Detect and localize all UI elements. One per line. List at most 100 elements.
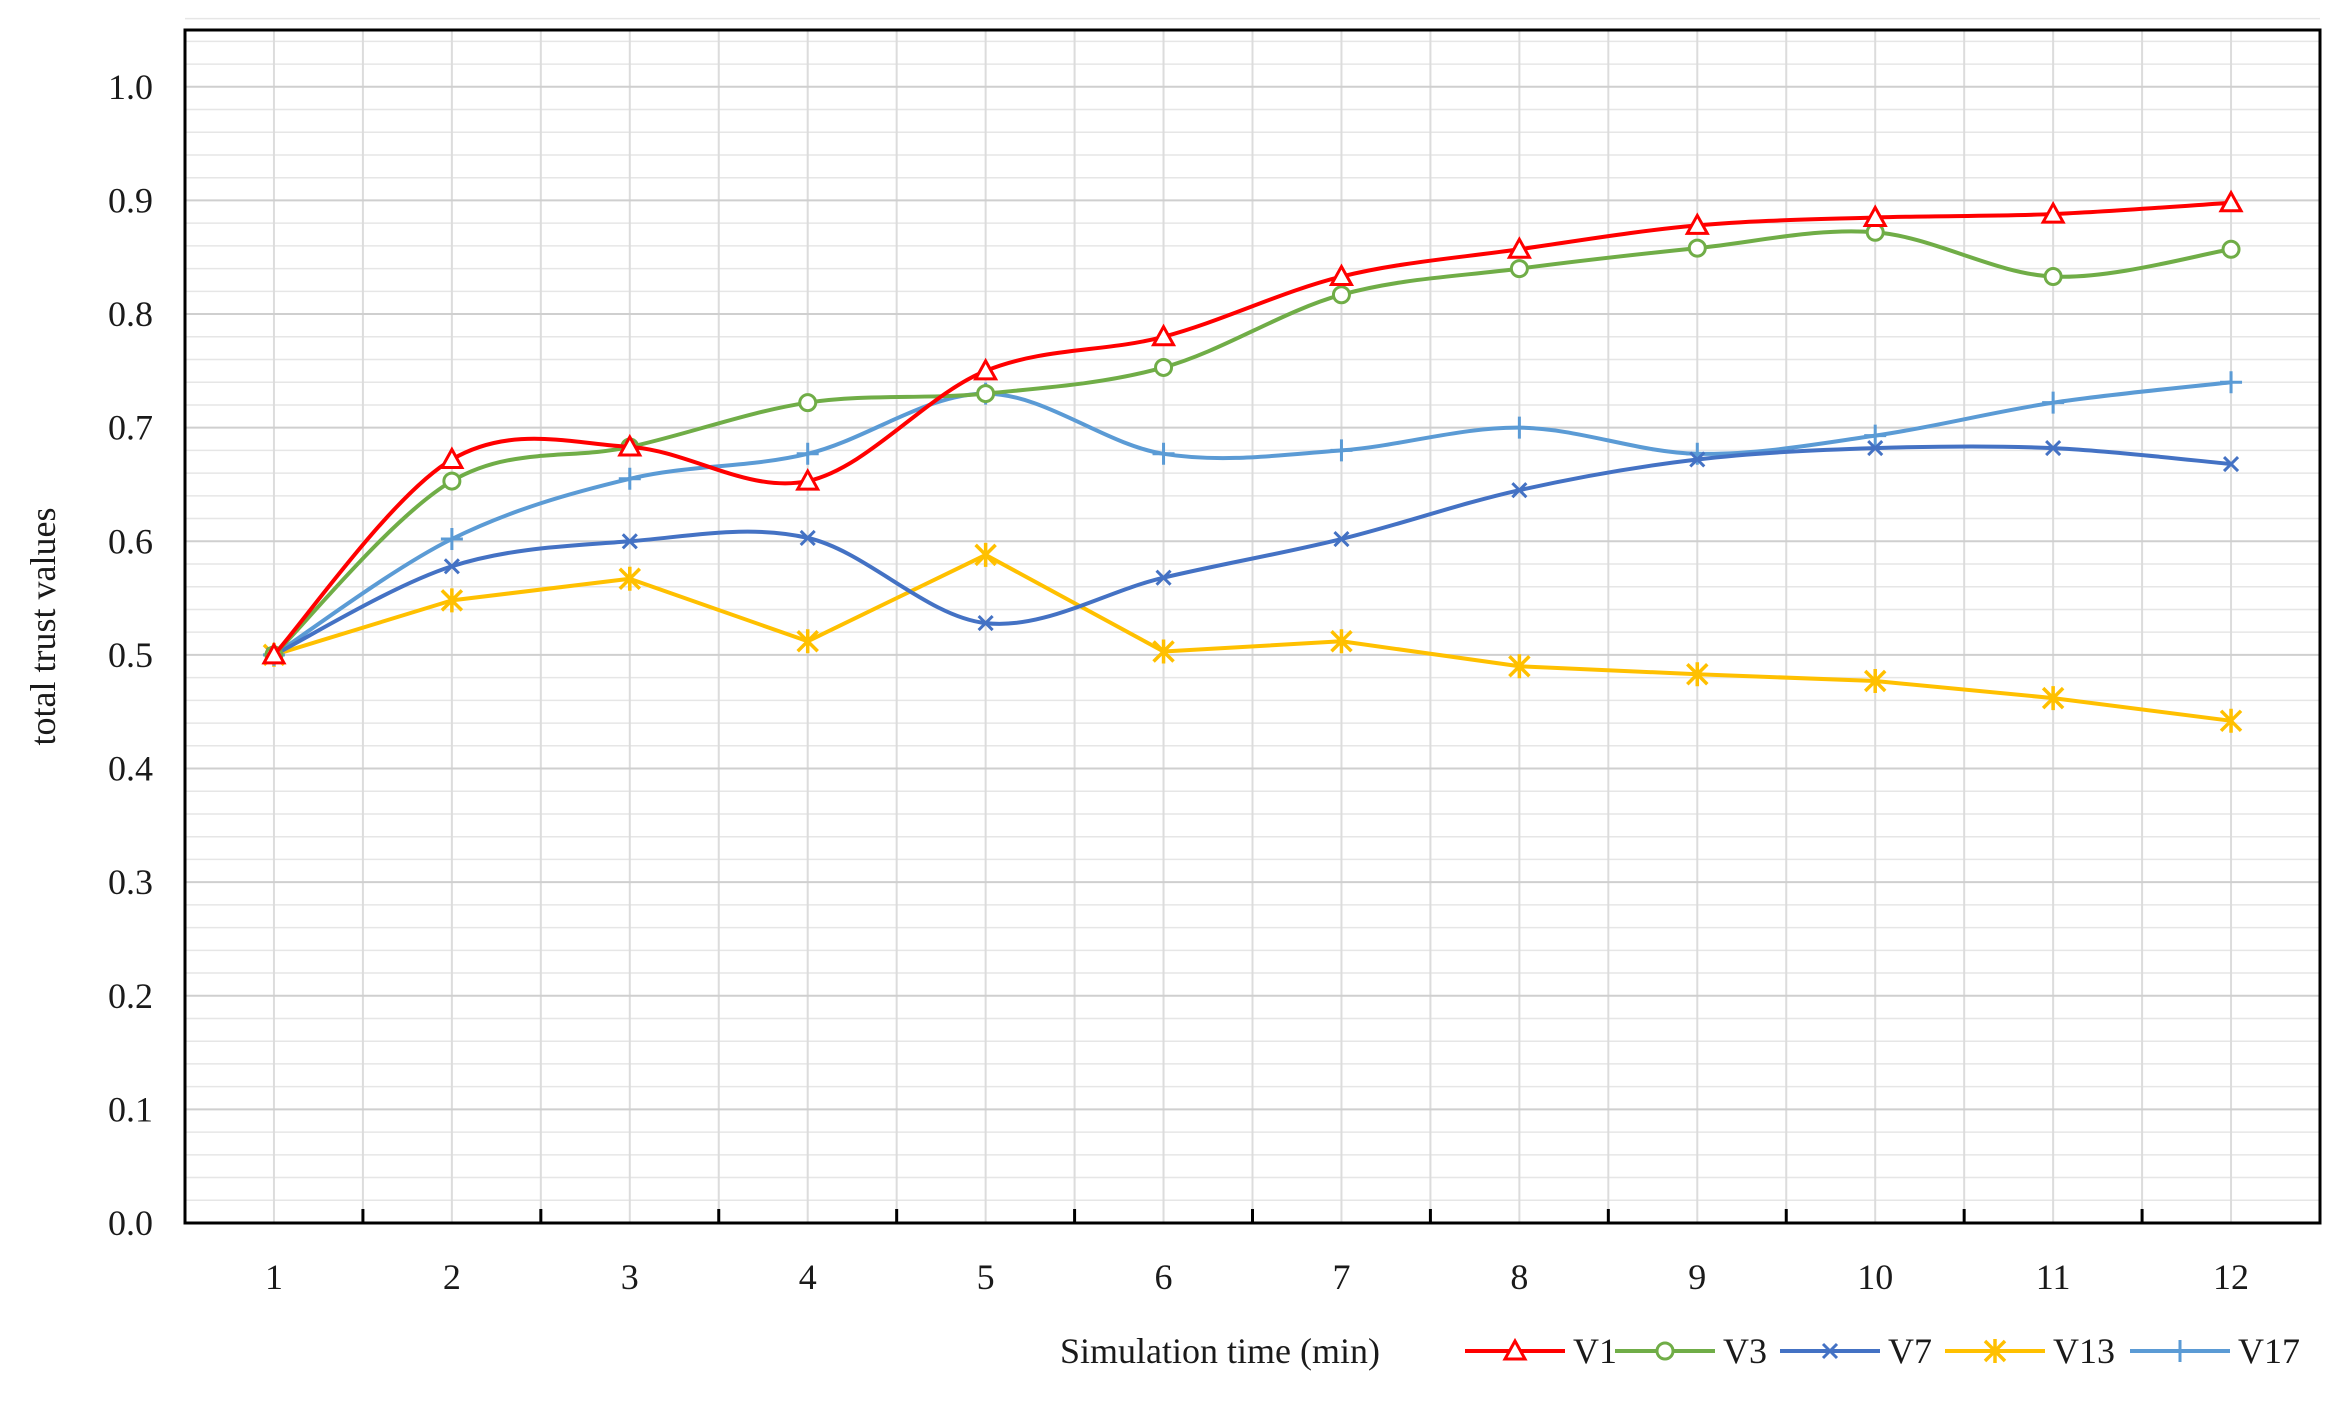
x-axis-title: Simulation time (min) xyxy=(1060,1331,1380,1371)
series-line-v1 xyxy=(272,200,2232,657)
x-tick-label: 10 xyxy=(1857,1257,1893,1297)
data-point-v1 xyxy=(1684,212,1710,235)
data-point-v3 xyxy=(442,471,462,491)
y-tick-label: 0.0 xyxy=(108,1203,153,1243)
legend-item-v13: V13 xyxy=(1945,1331,2115,1371)
data-point-v13 xyxy=(1152,639,1175,664)
data-point-v13 xyxy=(1686,662,1709,687)
legend-item-v1: V1 xyxy=(1465,1331,1617,1371)
x-tick-label: 1 xyxy=(265,1257,283,1297)
data-point-v13 xyxy=(1863,669,1887,694)
x-tick-label: 5 xyxy=(977,1257,995,1297)
y-tick-label: 0.2 xyxy=(108,976,153,1016)
data-point-v7 xyxy=(977,615,994,632)
x-tick-label: 7 xyxy=(1332,1257,1350,1297)
legend-item-v17: V17 xyxy=(2130,1331,2300,1371)
x-tick-label: 6 xyxy=(1155,1257,1173,1297)
data-point-v1 xyxy=(1506,236,1532,259)
legend-marker-v13 xyxy=(1983,1339,2007,1363)
legend-label-v13: V13 xyxy=(2053,1331,2115,1371)
legend-marker-v17 xyxy=(2169,1340,2191,1362)
data-point-v13 xyxy=(1508,654,1531,679)
y-tick-label: 0.1 xyxy=(108,1089,153,1129)
y-tick-label: 0.5 xyxy=(108,635,153,675)
data-point-v3 xyxy=(2043,267,2063,287)
data-point-v1 xyxy=(1862,204,1888,227)
series-line-v7 xyxy=(273,444,2232,657)
x-axis-tick-labels: 1 2 3 4 5 6 7 8 9 10 11 12 xyxy=(265,1257,2249,1297)
data-point-v7 xyxy=(1689,451,1706,468)
data-point-v13 xyxy=(2219,708,2243,733)
data-point-v13 xyxy=(2041,686,2065,711)
y-tick-label: 1.0 xyxy=(108,67,153,107)
data-point-v3 xyxy=(1687,238,1707,258)
x-tick-label: 12 xyxy=(2213,1257,2249,1297)
major-gridlines xyxy=(185,85,2320,1111)
legend-marker-v7 xyxy=(1821,1342,1839,1360)
data-point-v17 xyxy=(1152,442,1175,465)
data-point-v3 xyxy=(1509,259,1529,279)
data-point-v17 xyxy=(1864,424,1887,447)
y-tick-label: 0.7 xyxy=(108,408,153,448)
data-point-v7 xyxy=(1867,440,1884,457)
data-point-v1 xyxy=(1328,263,1355,287)
legend-label-v3: V3 xyxy=(1723,1331,1767,1371)
data-point-v1 xyxy=(439,446,465,469)
series-line-v17 xyxy=(272,380,2232,657)
data-point-v3 xyxy=(2221,239,2241,259)
data-point-v1 xyxy=(261,641,287,665)
data-point-v17 xyxy=(796,442,819,465)
data-point-v17 xyxy=(2220,371,2243,394)
series-v17 xyxy=(262,371,2243,666)
data-point-v13 xyxy=(974,542,997,567)
data-point-v1 xyxy=(795,467,821,491)
series-v1 xyxy=(261,189,2244,665)
data-series xyxy=(261,189,2244,733)
legend-marker-v1 xyxy=(1502,1337,1528,1361)
data-point-v17 xyxy=(618,467,641,490)
x-tick-label: 4 xyxy=(799,1257,817,1297)
y-axis-title: total trust values xyxy=(23,508,63,746)
data-point-v1 xyxy=(973,357,999,381)
data-point-v7 xyxy=(2222,455,2240,473)
data-point-v1 xyxy=(1150,323,1177,347)
legend-label-v17: V17 xyxy=(2238,1331,2300,1371)
data-point-v7 xyxy=(621,533,638,550)
x-tick-label: 8 xyxy=(1510,1257,1528,1297)
data-point-v3 xyxy=(1154,357,1174,377)
data-point-v7 xyxy=(1511,482,1528,499)
series-v13 xyxy=(262,542,2243,733)
data-point-v13 xyxy=(440,588,464,613)
data-point-v7 xyxy=(2045,440,2062,457)
series-line-v13 xyxy=(273,552,2232,723)
data-point-v17 xyxy=(440,528,463,551)
legend-marker-v3 xyxy=(1655,1341,1675,1361)
y-tick-label: 0.4 xyxy=(108,749,153,789)
legend-item-v7: V7 xyxy=(1780,1331,1932,1371)
legend-label-v7: V7 xyxy=(1888,1331,1932,1371)
data-point-v17 xyxy=(2042,391,2065,414)
data-point-v7 xyxy=(443,558,460,575)
data-point-v13 xyxy=(618,566,642,591)
data-point-v13 xyxy=(796,629,819,654)
data-point-v7 xyxy=(1333,530,1350,548)
minor-gridlines xyxy=(185,17,2320,1223)
y-tick-label: 0.6 xyxy=(108,521,153,561)
legend-item-v3: V3 xyxy=(1615,1331,1767,1371)
data-point-v1 xyxy=(2218,189,2244,213)
y-tick-label: 0.3 xyxy=(108,862,153,902)
legend-label-v1: V1 xyxy=(1573,1331,1617,1371)
data-point-v3 xyxy=(976,384,996,404)
y-tick-label: 0.9 xyxy=(108,180,153,220)
data-point-v1 xyxy=(617,433,643,457)
series-line-v3 xyxy=(272,229,2232,657)
data-point-v13 xyxy=(1330,629,1353,654)
y-tick-label: 0.8 xyxy=(108,294,153,334)
data-point-v3 xyxy=(1331,285,1351,305)
x-tick-label: 11 xyxy=(2036,1257,2071,1297)
x-tick-label: 3 xyxy=(621,1257,639,1297)
x-tick-label: 9 xyxy=(1688,1257,1706,1297)
data-point-v7 xyxy=(799,529,816,546)
data-point-v1 xyxy=(2040,200,2066,224)
